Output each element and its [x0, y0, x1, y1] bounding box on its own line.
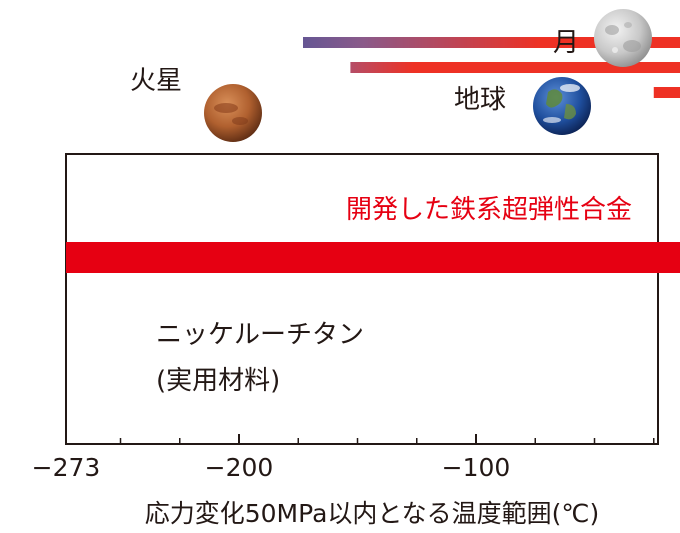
niti-note: (実用材料): [156, 366, 280, 396]
earth-range-bar: [653, 87, 680, 98]
x-axis: −273−200−1000100200: [32, 434, 655, 482]
mars-range-bar: [350, 62, 680, 73]
fe-alloy-bar: [66, 242, 680, 273]
moon-label: 月: [553, 28, 579, 58]
x-tick-label: −100: [442, 453, 511, 482]
mars-label: 火星: [130, 66, 182, 96]
x-axis-label: 応力変化50MPa以内となる温度範囲(℃): [145, 499, 600, 528]
niti-label: ニッケルーチタン: [156, 320, 364, 350]
x-tick-label: −200: [205, 453, 274, 482]
earth-icon: [533, 77, 591, 135]
earth-label: 地球: [454, 85, 506, 115]
moon-range-bar: [303, 37, 680, 48]
fe-alloy-label: 開発した鉄系超弾性合金: [346, 195, 632, 225]
plot-area: [65, 153, 659, 445]
x-tick-label: −273: [32, 453, 101, 482]
moon-icon: [594, 9, 652, 67]
mars-icon: [204, 84, 262, 142]
